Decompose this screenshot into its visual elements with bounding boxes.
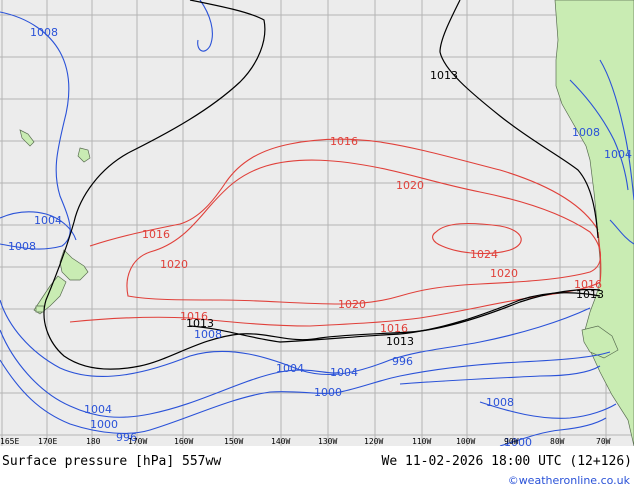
fiji-islands xyxy=(77,147,91,163)
isobar-label: 1000 xyxy=(90,418,118,431)
land xyxy=(19,0,634,447)
pressure-map: 1008 1008 1004 1008 1004 1004 1000 996 1… xyxy=(0,0,634,449)
isobar-label: 1024 xyxy=(470,248,498,261)
isobar-label: 1016 xyxy=(380,322,408,335)
footer-info-row: Surface pressure [hPa] 557ww We 11-02-20… xyxy=(2,454,632,469)
isobar-label: 1004 xyxy=(604,148,632,161)
longitude-label: 100W xyxy=(456,437,475,446)
isobar-label: 1004 xyxy=(84,403,112,416)
isobar-label: 1020 xyxy=(338,298,366,311)
longitude-label: 180 xyxy=(86,437,101,446)
isobar-labels: 1008 1008 1004 1008 1004 1004 1000 996 1… xyxy=(8,26,632,449)
longitude-label: 170W xyxy=(128,437,147,446)
isobar-label: 1000 xyxy=(314,386,342,399)
isobar-label: 1008 xyxy=(486,396,514,409)
isobar-label: 1016 xyxy=(142,228,170,241)
graticule xyxy=(0,0,634,446)
isobar-label: 1004 xyxy=(276,362,304,375)
reference-isobars xyxy=(43,0,601,370)
isobar-label: 1020 xyxy=(490,267,518,280)
high-isobars xyxy=(69,138,602,327)
isobar-label: 1008 xyxy=(194,328,222,341)
map-footer: Surface pressure [hPa] 557ww We 11-02-20… xyxy=(0,446,634,490)
longitude-label: 80W xyxy=(550,437,565,446)
isobar-label: 1004 xyxy=(330,366,358,379)
isobar-label: 1008 xyxy=(30,26,58,39)
isobar-label: 1008 xyxy=(8,240,36,253)
isobar-label: 1008 xyxy=(572,126,600,139)
sub-antarctic-island xyxy=(35,305,45,313)
longitude-label: 170E xyxy=(38,437,57,446)
isobar-label: 996 xyxy=(116,431,137,444)
longitude-label: 90W xyxy=(504,437,519,446)
new-zealand-north-island xyxy=(59,249,89,281)
product-title: Surface pressure [hPa] 557ww xyxy=(2,454,222,469)
isobar-label: 1016 xyxy=(180,310,208,323)
isobar-label: 1000 xyxy=(504,436,532,446)
longitude-label: 140W xyxy=(271,437,290,446)
isobar-label: 1016 xyxy=(574,278,602,291)
longitude-label: 160W xyxy=(174,437,193,446)
longitude-label: 130W xyxy=(318,437,337,446)
valid-time: We 11-02-2026 18:00 UTC (12+126) xyxy=(381,454,632,469)
isobar-label: 996 xyxy=(392,355,413,368)
source-credit[interactable]: ©weatheronline.co.uk xyxy=(507,474,630,487)
tierra-del-fuego xyxy=(581,325,619,359)
south-america-landmass xyxy=(554,0,634,447)
isobar-label: 1020 xyxy=(396,179,424,192)
longitude-label: 70W xyxy=(596,437,611,446)
isobar-label: 1013 xyxy=(386,335,414,348)
new-caledonia xyxy=(19,129,35,147)
isobar-label: 1013 xyxy=(576,288,604,301)
longitude-label: 110W xyxy=(412,437,431,446)
isobar-label: 1004 xyxy=(34,214,62,227)
new-zealand-south-island xyxy=(33,275,67,315)
longitude-label: 150W xyxy=(224,437,243,446)
isobar-label: 1016 xyxy=(330,135,358,148)
longitude-label: 120W xyxy=(364,437,383,446)
longitude-label: 165E xyxy=(0,437,19,446)
isobar-label: 1013 xyxy=(186,317,214,330)
low-isobars xyxy=(0,0,634,447)
longitude-axis: 165E 170E 180 170W 160W 150W 140W 130W 1… xyxy=(0,437,611,446)
isobar-chart: 1008 1008 1004 1008 1004 1004 1000 996 1… xyxy=(0,0,634,449)
isobar-label: 1020 xyxy=(160,258,188,271)
isobar-label: 1013 xyxy=(430,69,458,82)
